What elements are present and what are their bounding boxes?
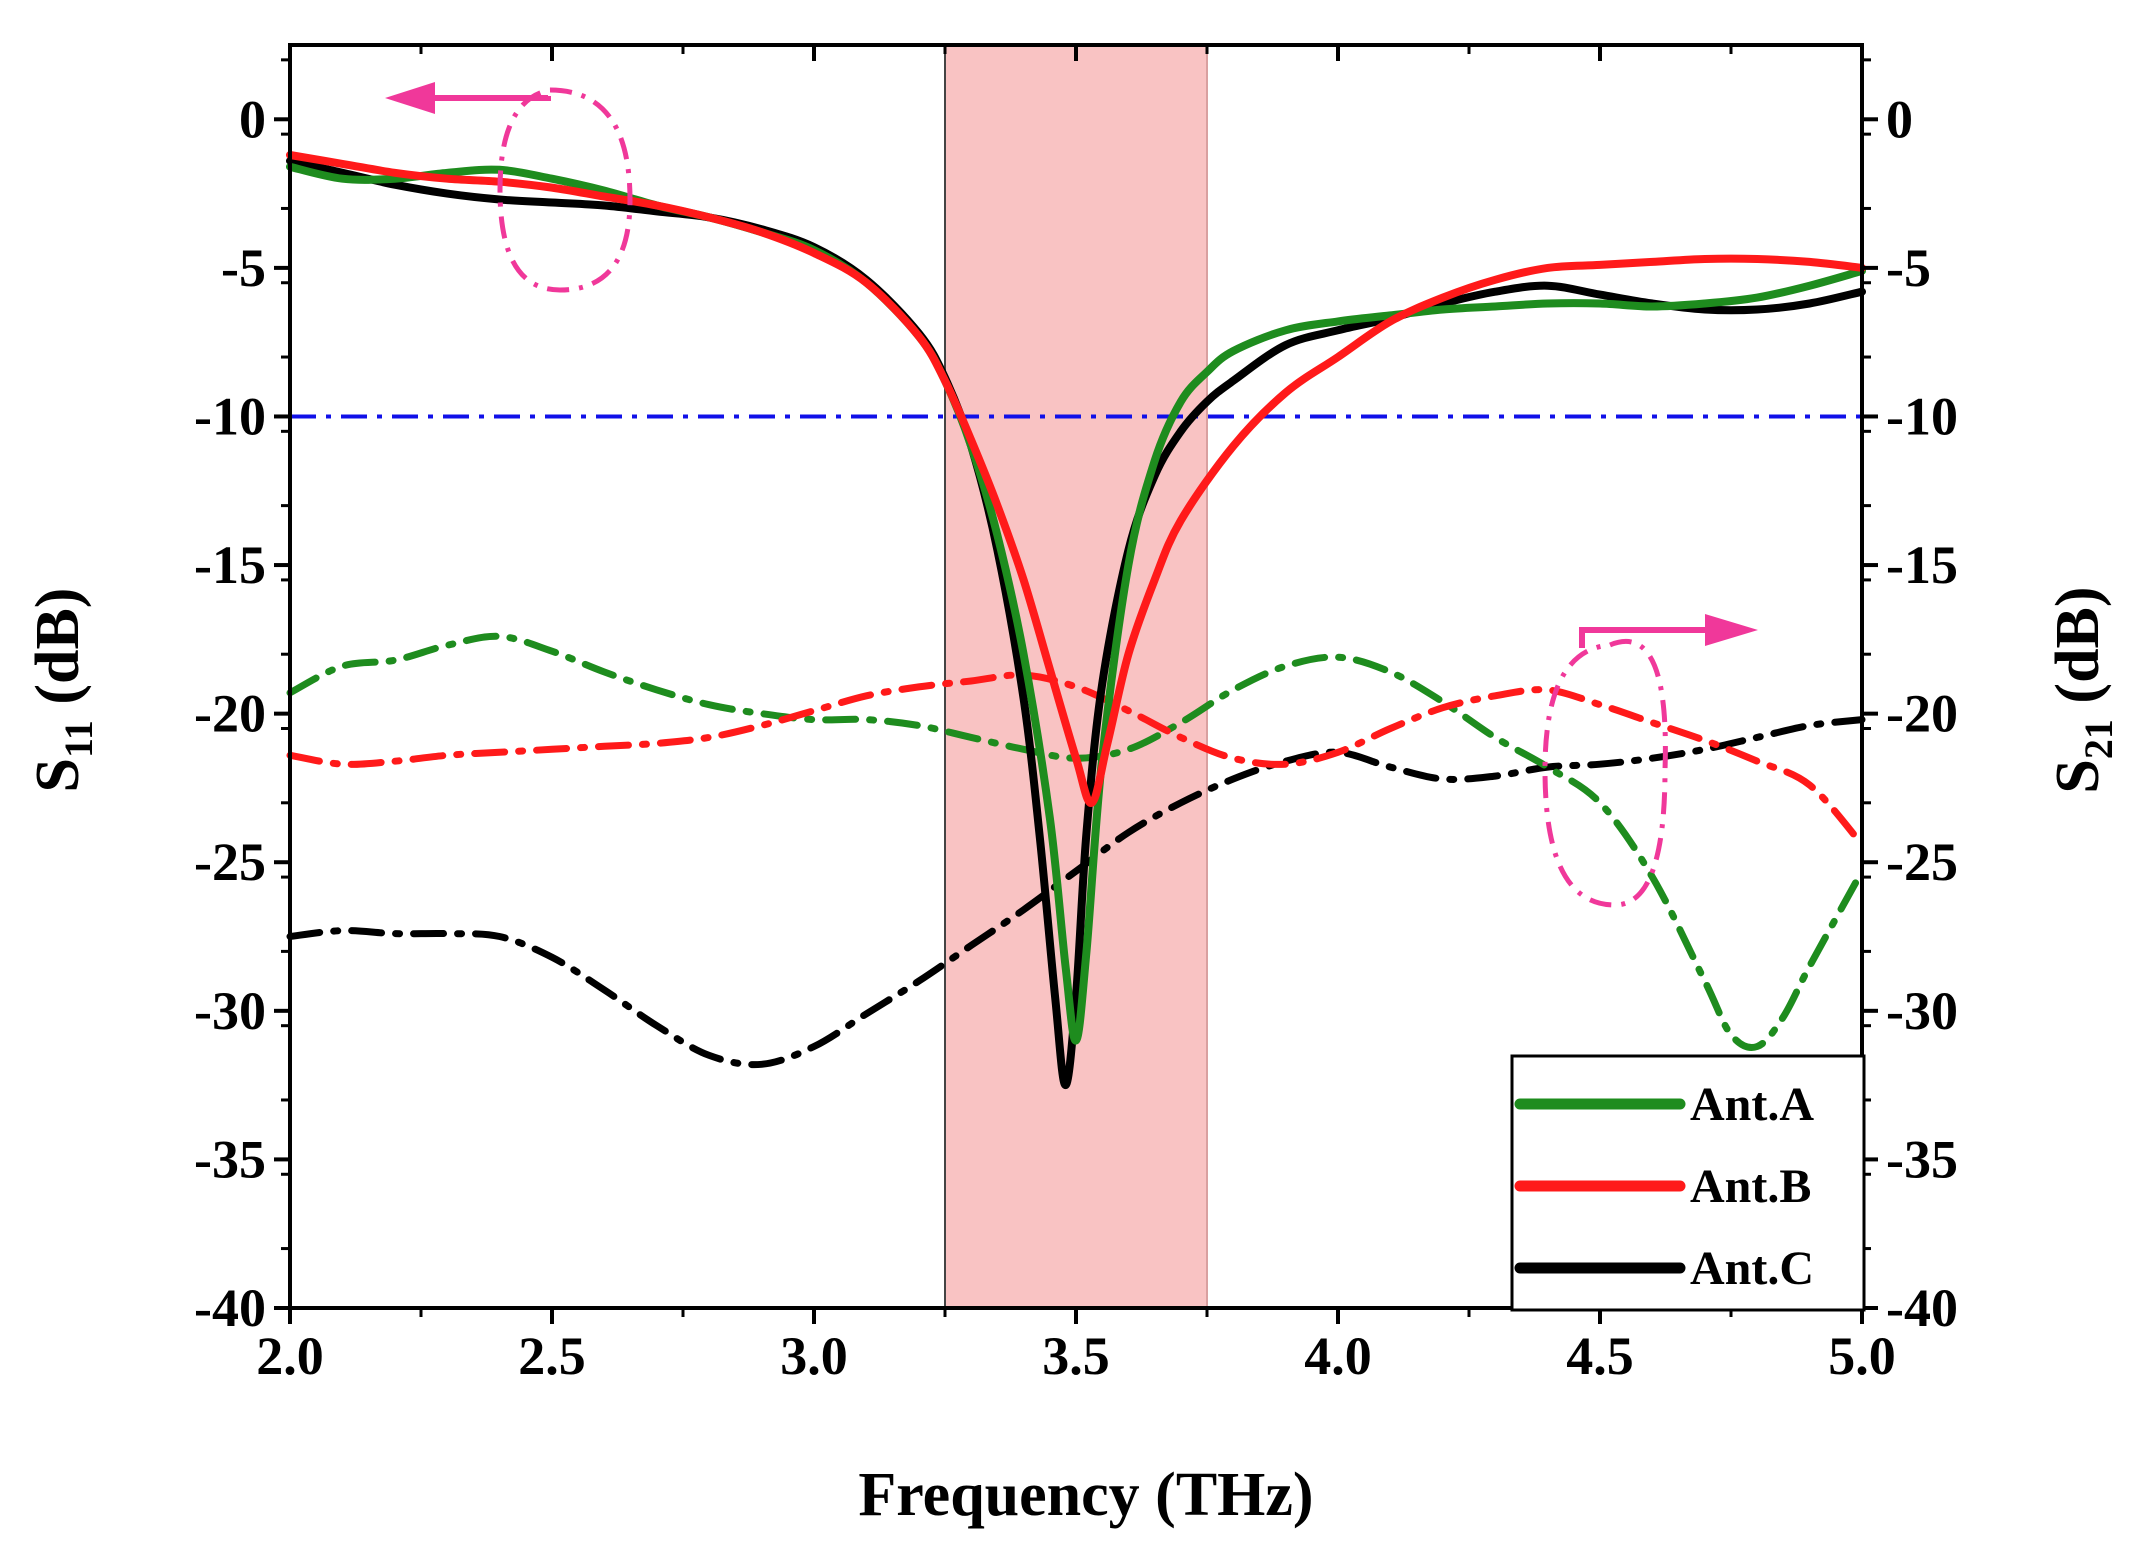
- annotation-arrow-s21-head: [1705, 614, 1758, 646]
- y-left-tick-label: -20: [194, 684, 266, 744]
- y-right-tick-label: -35: [1886, 1129, 1958, 1189]
- y-right-sub: 21: [2076, 719, 2121, 759]
- legend-label-ant-b: Ant.B: [1690, 1160, 1811, 1213]
- y-left-tick-label: 0: [239, 89, 266, 149]
- y-axis-right-title: S21 (dB): [2044, 586, 2121, 793]
- series-ant-c-s11: [286, 156, 1866, 1090]
- y-left-tick-label: -40: [194, 1278, 266, 1338]
- y-right-tick-label: -30: [1886, 981, 1958, 1041]
- series-ant-b-s21: [286, 671, 1866, 848]
- y-right-base: S: [2044, 759, 2112, 793]
- x-tick-label: 2.0: [256, 1326, 324, 1386]
- y-left-tick-label: -30: [194, 981, 266, 1041]
- series-ant-b-s11: [286, 151, 1866, 807]
- annotation-ellipse-s11: [497, 87, 633, 293]
- x-tick-label: 5.0: [1828, 1326, 1896, 1386]
- legend: Ant.A Ant.B Ant.C: [1510, 1054, 1866, 1312]
- y-left-tick-label: -5: [221, 238, 266, 298]
- y-left-sub: 11: [56, 720, 101, 758]
- y-right-tick-label: 0: [1886, 89, 1913, 149]
- legend-label-ant-c: Ant.C: [1690, 1242, 1814, 1295]
- y-axis-left-title: S11 (dB): [24, 588, 101, 793]
- axes-layer: 2.0 2.5 3.0 3.5 4.0 4.5 5.0 0 0 -5 -5 -10 -10 -15 -15 -…: [194, 43, 1958, 1386]
- y-left-tick-label: -15: [194, 535, 266, 595]
- annotation-arrow-s11-shaft: [435, 95, 551, 101]
- y-right-tick-label: -15: [1886, 535, 1958, 595]
- legend-label-ant-a: Ant.A: [1690, 1078, 1814, 1131]
- x-tick-label: 3.5: [1042, 1326, 1110, 1386]
- annotation-arrow-s11-head: [385, 82, 435, 114]
- series-layer: [286, 151, 1866, 1090]
- y-right-tick-label: -40: [1886, 1278, 1958, 1338]
- x-tick-label: 3.0: [780, 1326, 848, 1386]
- x-tick-label: 4.0: [1304, 1326, 1372, 1386]
- annotation-layer: [385, 82, 1758, 908]
- x-tick-label: 4.5: [1566, 1326, 1634, 1386]
- y-right-tick-label: -20: [1886, 684, 1958, 744]
- y-left-tick-label: -10: [194, 386, 266, 446]
- y-right-tick-label: -5: [1886, 238, 1931, 298]
- y-right-tick-label: -10: [1886, 386, 1958, 446]
- series-ant-c-s21: [286, 716, 1866, 1069]
- y-left-unit: (dB): [24, 588, 92, 721]
- y-right-unit: (dB): [2044, 586, 2112, 719]
- annotation-arrow-s21-shaft: [1579, 627, 1705, 648]
- y-left-tick-label: -25: [194, 832, 266, 892]
- y-left-base: S: [24, 758, 92, 792]
- x-tick-label: 2.5: [518, 1326, 586, 1386]
- y-left-tick-label: -35: [194, 1129, 266, 1189]
- series-ant-a-s21: [286, 632, 1866, 1051]
- x-axis-title: Frequency (THz): [858, 1461, 1313, 1529]
- y-right-tick-label: -25: [1886, 832, 1958, 892]
